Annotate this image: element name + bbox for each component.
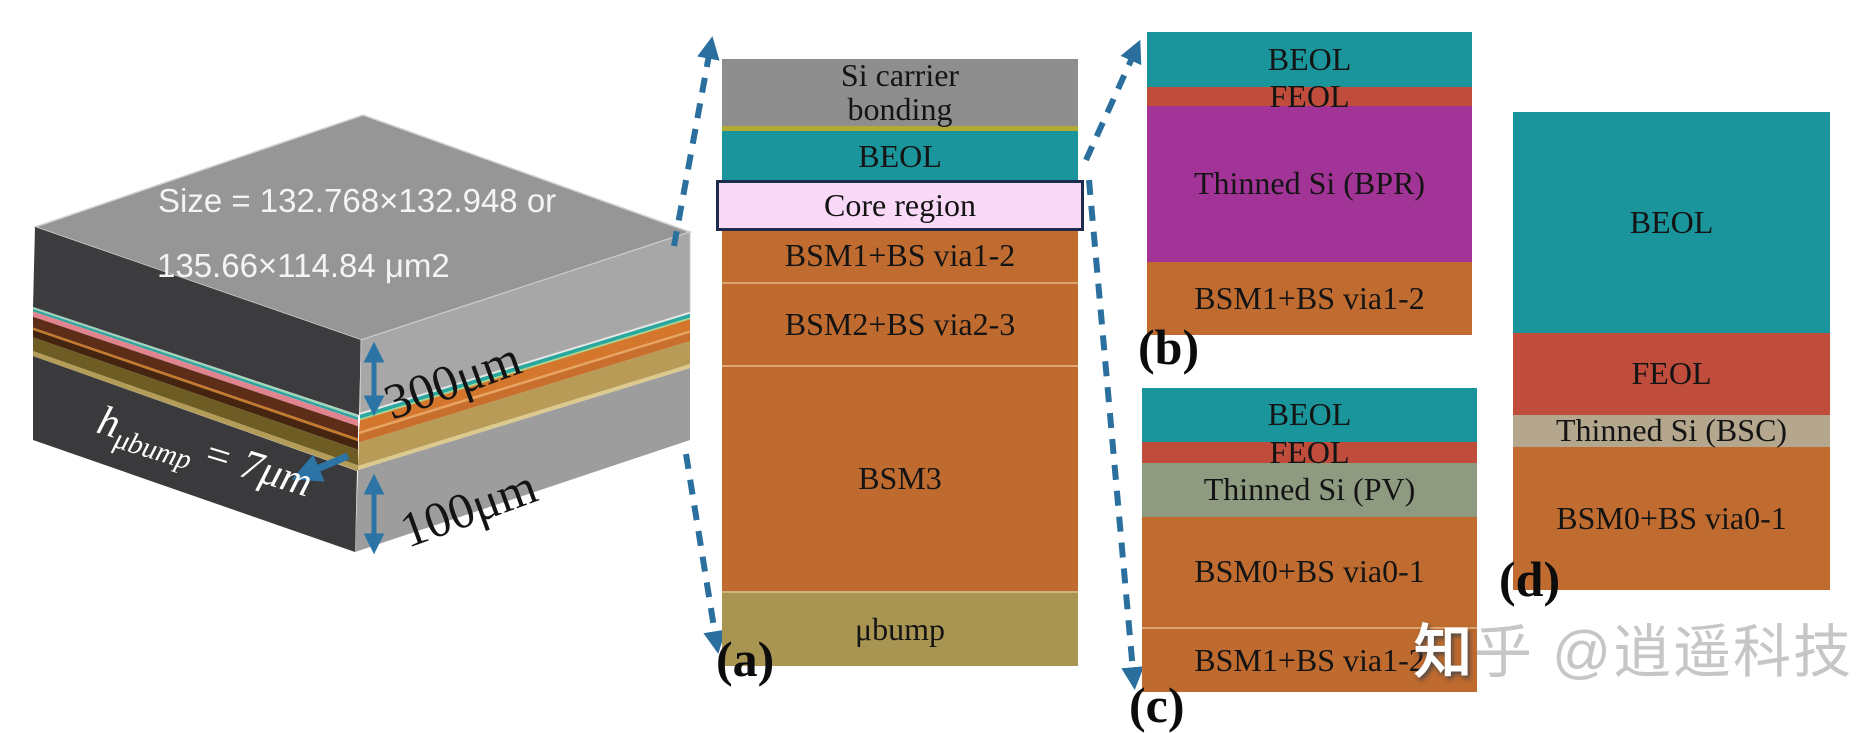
core-region-label: Core region bbox=[824, 187, 976, 223]
watermark-handle: 乎 @逍遥科技 bbox=[1474, 620, 1854, 685]
layer-label-thinned-si-bsc: Thinned Si (BSC) bbox=[1555, 412, 1788, 449]
stack-a: Si carrier bonding BEOL BSM1+BS via1-2 BSM2+… bbox=[722, 57, 1078, 666]
dashed-arrow-core-to-b bbox=[1083, 39, 1142, 162]
layer-bsm2-bs-via2-3: BSM2+BS via2-3 bbox=[722, 282, 1078, 365]
layer-label-feol: FEOL bbox=[1269, 77, 1350, 114]
subfig-label-b: (b) bbox=[1138, 319, 1200, 375]
stack-c: BEOL FEOL Thinned Si (PV) BSM0+BS via0-1 BSM… bbox=[1142, 388, 1477, 692]
layer-label-beol: BEOL bbox=[858, 137, 942, 174]
layer-label-thinned-si-bpr: Thinned Si (BPR) bbox=[1193, 165, 1426, 202]
layer-bsm1-bs-via1-2: BSM1+BS via1-2 bbox=[1142, 627, 1477, 692]
chip-size-text-line2: 135.66×114.84 μm2 bbox=[157, 247, 450, 284]
layer-label-si-carrier: bonding bbox=[847, 90, 953, 127]
layer-beol: BEOL bbox=[1513, 112, 1830, 333]
layer-label-bsm1-bs-via1-2: BSM1+BS via1-2 bbox=[1194, 641, 1425, 678]
layer-thinned-si-bsc: Thinned Si (BSC) bbox=[1513, 412, 1830, 449]
layer-label-feol: FEOL bbox=[1269, 433, 1350, 470]
chip-left-stripes bbox=[33, 307, 358, 471]
layer-ubump: μbump bbox=[722, 591, 1078, 666]
watermark: 知乎 @逍遥科技 bbox=[1414, 624, 1853, 682]
dashed-arrow-chip-to-a-top bbox=[671, 36, 720, 247]
layer-bond-line bbox=[722, 126, 1078, 131]
bump-pointer-arrow bbox=[291, 452, 350, 482]
layer-label-beol: BEOL bbox=[1267, 40, 1352, 77]
layer-label-si-carrier: Si carrier bbox=[840, 57, 960, 94]
stack-b: BEOL FEOL Thinned Si (BPR) BSM1+BS via1-2 bbox=[1147, 32, 1472, 335]
stack-d: BEOL FEOL Thinned Si (BSC) BSM0+BS via0-1 bbox=[1513, 112, 1830, 590]
layer-bsm0-bs-via0-1: BSM0+BS via0-1 bbox=[1142, 517, 1477, 627]
layer-feol: FEOL bbox=[1142, 435, 1477, 469]
chip-left-face-upper bbox=[33, 227, 361, 415]
layer-label-ubump: μbump bbox=[854, 610, 946, 647]
layer-label-thinned-si-pv: Thinned Si (PV) bbox=[1203, 471, 1416, 508]
layer-label-bsm3: BSM3 bbox=[858, 460, 942, 497]
layer-beol: BEOL bbox=[1147, 32, 1472, 87]
layer-label-beol: BEOL bbox=[1629, 203, 1714, 240]
dashed-arrow-core-to-c bbox=[1086, 179, 1145, 690]
subfig-label-a: (a) bbox=[716, 631, 775, 687]
core-region-box: Core region bbox=[716, 180, 1084, 231]
layer-label-bsm2-bs-via2-3: BSM2+BS via2-3 bbox=[784, 305, 1016, 342]
layer-feol: FEOL bbox=[1147, 79, 1472, 113]
layer-bsm3: BSM3 bbox=[722, 365, 1078, 591]
layer-label-bsm1-bs-via1-2: BSM1+BS via1-2 bbox=[784, 237, 1016, 274]
layer-label-bsm0-bs-via0-1: BSM0+BS via0-1 bbox=[1194, 553, 1425, 590]
layer-label-bsm1-bs-via1-2: BSM1+BS via1-2 bbox=[1194, 279, 1425, 316]
layer-label-beol: BEOL bbox=[1267, 396, 1352, 433]
layer-feol: FEOL bbox=[1513, 333, 1830, 415]
layer-beol: BEOL bbox=[722, 131, 1078, 182]
layer-bsm1-bs-via1-2: BSM1+BS via1-2 bbox=[1147, 262, 1472, 335]
layer-si-carrier: Si carrier bonding bbox=[722, 57, 1078, 127]
dashed-arrow-chip-to-a-bottom bbox=[683, 453, 726, 654]
layer-bsm1-bs-via1-2: BSM1+BS via1-2 bbox=[722, 230, 1078, 282]
watermark-zhi: 知 bbox=[1414, 620, 1475, 685]
layer-label-feol: FEOL bbox=[1631, 355, 1712, 392]
subfig-label-d: (d) bbox=[1499, 551, 1561, 607]
layer-label-bsm0-bs-via0-1: BSM0+BS via0-1 bbox=[1556, 499, 1787, 536]
layer-thinned-si-pv: Thinned Si (PV) bbox=[1142, 463, 1477, 517]
layer-bsm0-bs-via0-1: BSM0+BS via0-1 bbox=[1513, 447, 1830, 590]
chip-right-face-lower bbox=[355, 368, 690, 552]
layer-beol: BEOL bbox=[1142, 388, 1477, 442]
chip-size-text-line1: Size = 132.768×132.948 or bbox=[158, 182, 556, 219]
subfig-label-c: (c) bbox=[1129, 677, 1185, 733]
chip-left-face-lower bbox=[33, 356, 357, 552]
layer-thinned-si-bpr: Thinned Si (BPR) bbox=[1147, 106, 1472, 262]
chip-right-stripes bbox=[358, 312, 690, 470]
